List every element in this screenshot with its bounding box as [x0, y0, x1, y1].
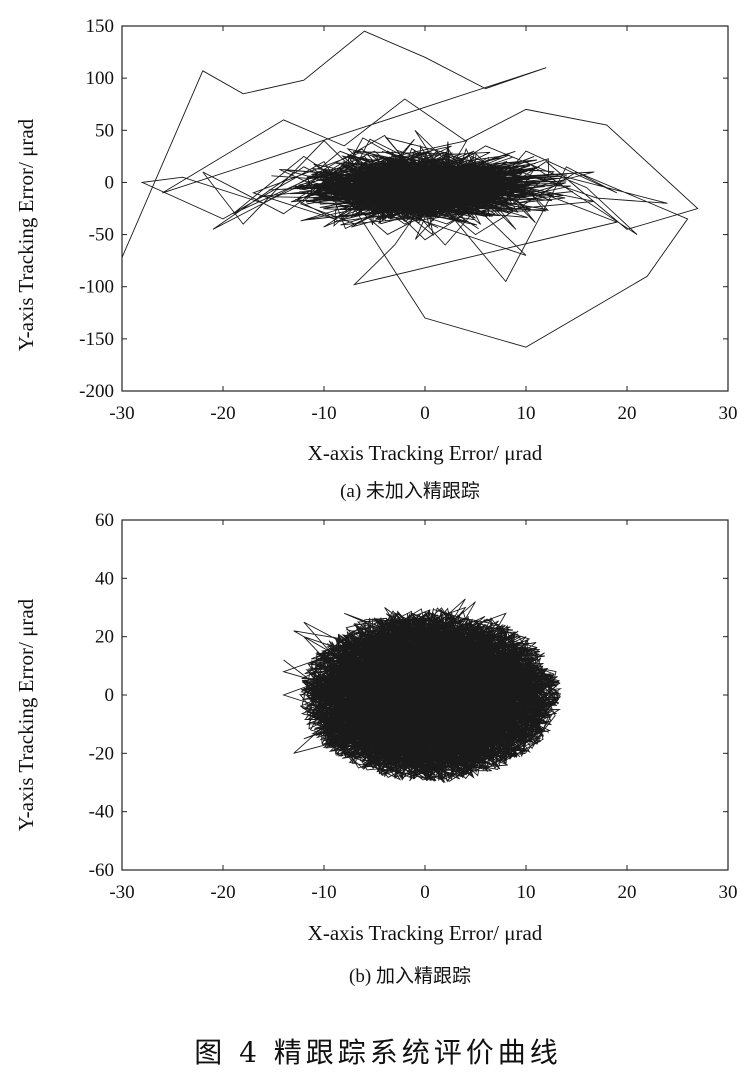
y-tick-label-a: -200	[79, 381, 114, 402]
error-trace-dense-b	[299, 607, 563, 784]
y-tick-label-a: 50	[95, 120, 114, 141]
x-tick-label-a: -20	[210, 403, 235, 424]
y-axis-label-a: Y-axis Tracking Error/ μrad	[14, 118, 38, 351]
x-tick-label-b: 20	[618, 882, 637, 903]
y-tick-label-b: -40	[89, 802, 114, 823]
y-tick-label-a: 0	[105, 172, 115, 193]
x-tick-label-b: -20	[210, 882, 235, 903]
chart-b: -30 -20 -10 0 10 20 30 60 40 20 0 -20 -40 -60 X-axis …	[14, 510, 738, 987]
x-tick-label-a: 30	[719, 403, 738, 424]
y-tick-label-b: 20	[95, 627, 114, 648]
y-tick-label-a: 150	[86, 16, 115, 37]
y-tick-label-a: -50	[89, 225, 114, 246]
y-tick-label-a: 100	[86, 68, 115, 89]
y-tick-label-b: -60	[89, 860, 114, 881]
x-axis-label-a: X-axis Tracking Error/ μrad	[308, 441, 543, 465]
chart-a: -30 -20 -10 0 10 20 30150100500-50-100-150-200…	[14, 16, 738, 502]
y-tick-label-b: 0	[105, 685, 115, 706]
y-tick-label-b: 40	[95, 568, 114, 589]
subtitle-a: (a) 未加入精跟踪	[340, 480, 480, 502]
x-axis-label-b: X-axis Tracking Error/ μrad	[308, 921, 543, 945]
y-tick-label-b: -20	[89, 743, 114, 764]
y-tick-label-a: -100	[79, 277, 114, 298]
x-tick-label-b: -30	[109, 882, 134, 903]
error-trace-b	[282, 598, 548, 783]
x-tick-label-a: 10	[517, 403, 536, 424]
figure-caption: 图 4 精跟踪系统评价曲线	[194, 1036, 562, 1069]
x-tick-label-a: -10	[311, 403, 336, 424]
x-tick-label-a: 20	[618, 403, 637, 424]
ticks-group-b: -30 -20 -10 0 10 20 30 60 40 20 0 -20 -40 -60	[89, 510, 738, 903]
x-tick-label-b: 30	[719, 882, 738, 903]
subtitle-b: (b) 加入精跟踪	[349, 965, 471, 987]
trace-group-a	[121, 30, 699, 348]
y-tick-label-b: 60	[95, 510, 114, 531]
x-tick-label-b: 10	[517, 882, 536, 903]
trace-group-b	[282, 598, 563, 784]
y-tick-label-a: -150	[79, 329, 114, 350]
x-tick-label-b: 0	[420, 882, 430, 903]
x-tick-label-a: -30	[109, 403, 134, 424]
x-tick-label-a: 0	[420, 403, 430, 424]
error-trace-a	[121, 30, 699, 348]
y-axis-label-b: Y-axis Tracking Error/ μrad	[14, 598, 38, 831]
x-tick-label-b: -10	[311, 882, 336, 903]
